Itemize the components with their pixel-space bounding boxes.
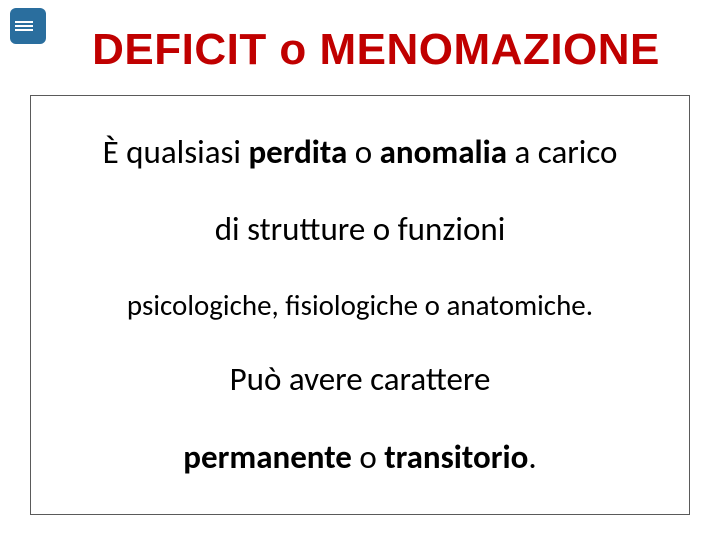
text: psicologiche, fisiologiche o anatomiche xyxy=(127,287,586,323)
text: o xyxy=(352,437,384,477)
text-bold: perdita xyxy=(248,132,347,172)
definition-line-4: Può avere carattere xyxy=(230,360,491,400)
definition-line-3: psicologiche, fisiologiche o anatomiche. xyxy=(127,288,593,323)
text: o xyxy=(347,132,379,172)
definition-line-1: È qualsiasi perdita o anomalia a carico xyxy=(103,133,618,173)
definition-line-2: di strutture o funzioni xyxy=(215,210,506,250)
slide-title: DEFICIT o MENOMAZIONE xyxy=(52,25,700,75)
logo-line xyxy=(15,21,33,23)
definition-line-5: permanente o transitorio. xyxy=(183,438,536,478)
text: . xyxy=(586,287,593,323)
text-bold: transitorio xyxy=(384,437,528,477)
text: È qualsiasi xyxy=(103,132,249,172)
text-bold: anomalia xyxy=(380,132,507,172)
text-bold: permanente xyxy=(183,437,352,477)
content-box: È qualsiasi perdita o anomalia a carico … xyxy=(30,95,690,515)
text: a carico xyxy=(507,132,617,172)
logo-line xyxy=(15,29,33,31)
logo-line xyxy=(15,25,33,27)
text: . xyxy=(528,437,536,477)
logo-badge xyxy=(10,8,46,44)
